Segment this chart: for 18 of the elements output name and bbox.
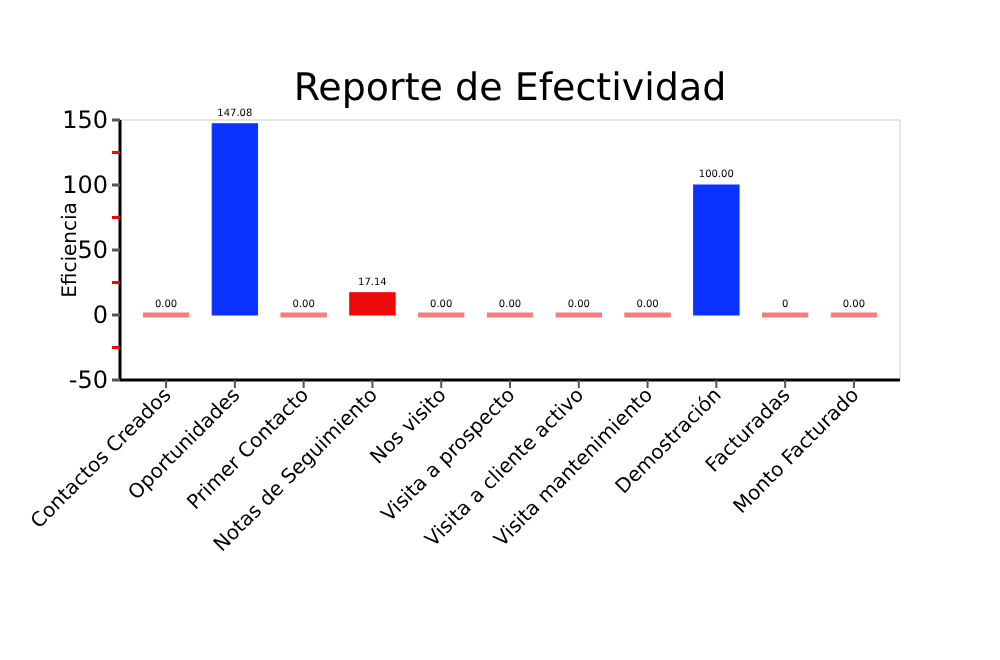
bar	[761, 312, 809, 318]
bar	[830, 312, 878, 318]
bar	[693, 184, 740, 316]
bar	[555, 312, 602, 318]
y-tick-label: 0	[92, 301, 108, 330]
chart-title: Reporte de Efectividad	[293, 66, 727, 110]
bar	[280, 312, 327, 318]
bar	[142, 312, 190, 318]
bar	[349, 292, 396, 316]
y-tick-label: 50	[77, 236, 108, 265]
bar	[486, 312, 534, 318]
bar	[624, 312, 671, 318]
y-tick-label: -50	[68, 366, 108, 395]
y-tick-label: 150	[62, 106, 108, 135]
bar	[418, 312, 465, 318]
y-tick-label: 100	[62, 171, 108, 200]
bar	[211, 123, 259, 316]
y-axis-title: Eficiencia	[60, 202, 82, 298]
